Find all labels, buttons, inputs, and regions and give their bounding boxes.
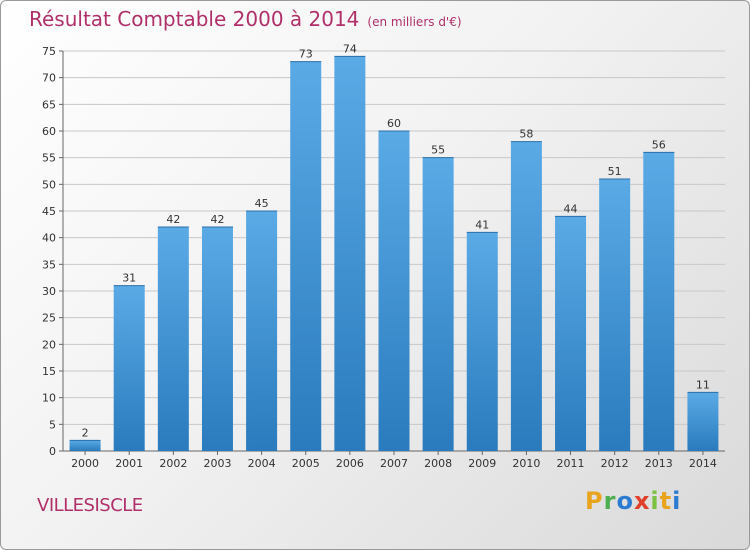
bar xyxy=(201,227,233,451)
bar xyxy=(510,141,542,451)
bar xyxy=(466,232,498,451)
x-tick-label: 2007 xyxy=(380,457,408,470)
x-tick-label: 2012 xyxy=(601,457,629,470)
bar-value-label: 60 xyxy=(387,117,401,130)
x-tick-label: 2011 xyxy=(557,457,585,470)
logo-letter: P xyxy=(585,487,604,515)
x-tick-label: 2009 xyxy=(468,457,496,470)
y-tick-label: 20 xyxy=(42,338,56,351)
x-tick-label: 2010 xyxy=(512,457,540,470)
bar-value-label: 73 xyxy=(299,48,313,61)
x-tick-label: 2002 xyxy=(159,457,187,470)
bar-value-label: 74 xyxy=(343,42,357,55)
y-tick-label: 70 xyxy=(42,72,56,85)
bar-value-label: 42 xyxy=(210,213,224,226)
bar-chart: 0 5 10 15 20 25 30 35 40 45 50 55 60 65 70 75 2 2000 31 200… xyxy=(42,42,725,470)
y-tick-label: 35 xyxy=(42,258,56,271)
bar-value-label: 41 xyxy=(475,218,489,231)
bar xyxy=(69,440,101,451)
y-tick-label: 55 xyxy=(42,152,56,165)
x-tick-label: 2000 xyxy=(71,457,99,470)
proxiti-logo: Proxiti xyxy=(585,487,681,515)
x-tick-label: 2004 xyxy=(248,457,276,470)
y-tick-label: 50 xyxy=(42,178,56,191)
logo-letter: i xyxy=(672,487,682,515)
bar-value-label: 58 xyxy=(519,128,533,141)
bar-value-label: 56 xyxy=(652,138,666,151)
y-tick-label: 10 xyxy=(42,392,56,405)
bar xyxy=(555,216,587,451)
chart-title: Résultat Comptable 2000 à 2014 (en millie… xyxy=(29,7,462,31)
bar-value-label: 44 xyxy=(564,202,578,215)
y-tick-label: 45 xyxy=(42,205,56,218)
y-tick-label: 5 xyxy=(49,418,56,431)
logo-letter: r xyxy=(603,487,617,515)
x-tick-label: 2014 xyxy=(689,457,717,470)
y-tick-label: 30 xyxy=(42,285,56,298)
bar xyxy=(422,157,454,451)
bar xyxy=(290,61,322,452)
y-tick-label: 60 xyxy=(42,125,56,138)
bar xyxy=(687,392,719,451)
y-tick-label: 40 xyxy=(42,232,56,245)
bar-value-label: 2 xyxy=(82,426,89,439)
logo-letter: t xyxy=(659,487,673,515)
y-tick-label: 0 xyxy=(49,445,56,458)
x-tick-label: 2001 xyxy=(115,457,143,470)
y-tick-label: 65 xyxy=(42,98,56,111)
x-tick-label: 2003 xyxy=(203,457,231,470)
y-tick-label: 25 xyxy=(42,312,56,325)
commune-name: VILLESISCLE xyxy=(37,495,143,516)
bar xyxy=(157,227,189,451)
logo-letter: x xyxy=(633,487,651,515)
chart-title-text: Résultat Comptable 2000 à 2014 xyxy=(29,7,360,31)
bar xyxy=(378,131,410,451)
bar-value-label: 55 xyxy=(431,144,445,157)
bar xyxy=(334,56,366,451)
x-tick-label: 2005 xyxy=(292,457,320,470)
bar-value-label: 11 xyxy=(696,378,710,391)
y-tick-label: 75 xyxy=(42,45,56,58)
x-tick-label: 2013 xyxy=(645,457,673,470)
bar-value-label: 45 xyxy=(255,197,269,210)
bar xyxy=(599,179,631,451)
bar xyxy=(113,285,145,451)
chart-unit-text: (en milliers d'€) xyxy=(367,15,462,29)
logo-letter: o xyxy=(616,487,634,515)
bar-value-label: 51 xyxy=(608,165,622,178)
bar-value-label: 42 xyxy=(166,213,180,226)
x-tick-label: 2008 xyxy=(424,457,452,470)
bar-value-label: 31 xyxy=(122,272,136,285)
x-tick-label: 2006 xyxy=(336,457,364,470)
logo-letter: i xyxy=(650,487,660,515)
bar xyxy=(246,211,278,451)
bar xyxy=(643,152,675,452)
y-tick-label: 15 xyxy=(42,365,56,378)
